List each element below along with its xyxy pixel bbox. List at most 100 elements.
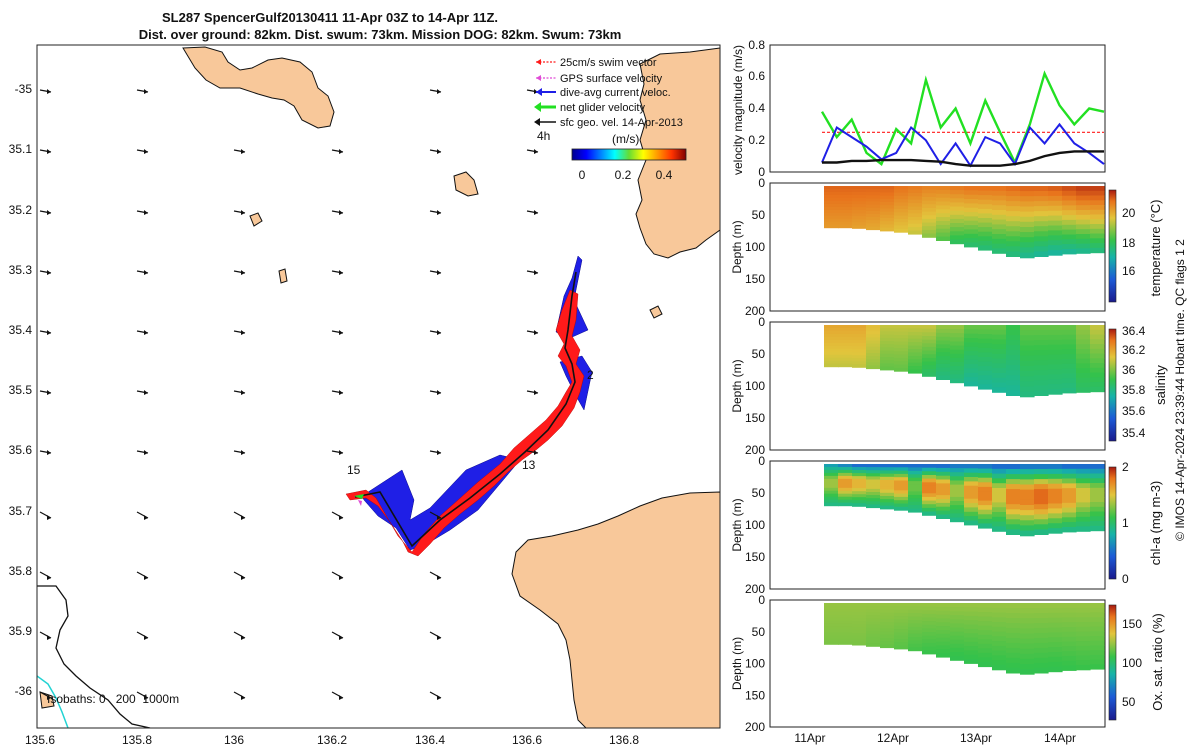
chla-cell bbox=[1076, 497, 1091, 503]
chla-cell bbox=[866, 498, 881, 502]
chla-cell bbox=[880, 476, 895, 481]
salinity-cell bbox=[922, 339, 937, 344]
oxygen-ylabel: Depth (m) bbox=[730, 637, 744, 690]
temperature-cell bbox=[1034, 251, 1049, 257]
temperature-cell bbox=[992, 248, 1007, 254]
salinity-cell bbox=[978, 375, 993, 381]
temperature-cell bbox=[1090, 243, 1105, 249]
temperature-cell bbox=[922, 215, 937, 220]
salinity-cell bbox=[1062, 344, 1077, 350]
salinity-cell bbox=[908, 325, 923, 329]
oxygen-cell bbox=[922, 646, 937, 651]
temperature-cell bbox=[1020, 227, 1035, 233]
salinity-cell bbox=[852, 355, 867, 359]
chla-cell bbox=[1090, 487, 1105, 494]
oxygen-cell bbox=[880, 628, 895, 633]
temperature-cell bbox=[866, 189, 881, 193]
salinity-cell bbox=[880, 341, 895, 345]
salinity-cell bbox=[950, 325, 965, 330]
salinity-cell bbox=[866, 346, 881, 351]
map-panel: 2 13 15 25cm/s swim vector GPS surface v… bbox=[9, 44, 721, 747]
chla-cell bbox=[866, 485, 881, 490]
temperature-cell bbox=[1020, 247, 1035, 254]
legend-sfc-label: sfc geo. vel. 14-Apr-2013 bbox=[560, 117, 683, 129]
temperature-cell bbox=[936, 236, 951, 241]
oxygen-cell bbox=[1048, 661, 1063, 668]
salinity-cell bbox=[978, 361, 993, 367]
oxygen-cell bbox=[950, 603, 965, 608]
chla-cell bbox=[824, 496, 839, 501]
temperature-cell bbox=[1076, 248, 1091, 254]
salinity-cell bbox=[1006, 360, 1021, 366]
chla-cell bbox=[838, 478, 853, 483]
oxygen-cell bbox=[922, 613, 937, 619]
temperature-cell bbox=[908, 206, 923, 211]
vel-y-tick-0.6: 0.6 bbox=[748, 69, 765, 83]
salinity-cell bbox=[950, 366, 965, 371]
temperature-cell bbox=[1034, 206, 1049, 212]
temperature-cell bbox=[964, 212, 979, 217]
sfc-geo-arrow-35 bbox=[136, 450, 149, 455]
temperature-cell bbox=[894, 189, 909, 194]
temperature-cell bbox=[894, 195, 909, 200]
temperature-cell bbox=[908, 199, 923, 204]
temperature-cell bbox=[838, 206, 853, 211]
salinity-cell bbox=[1076, 358, 1091, 364]
chla-cell bbox=[1048, 498, 1063, 505]
temperature-cell bbox=[880, 224, 895, 229]
oxygen-cell bbox=[894, 612, 909, 617]
salinity-cell bbox=[1020, 381, 1035, 387]
oxygen-cell bbox=[908, 606, 923, 611]
temperature-cell bbox=[1090, 233, 1105, 239]
temperature-cell bbox=[1062, 190, 1077, 197]
chla-cell bbox=[964, 464, 979, 469]
salinity-cell bbox=[950, 353, 965, 359]
salinity-cell bbox=[1076, 325, 1091, 331]
oxygen-cell bbox=[992, 603, 1007, 609]
chla-cell bbox=[964, 498, 979, 504]
salinity-cell bbox=[894, 348, 909, 352]
salinity-cell bbox=[992, 339, 1007, 345]
temperature-cell bbox=[852, 225, 867, 229]
chla-cell bbox=[1090, 497, 1105, 503]
chla-cell bbox=[894, 473, 909, 478]
oxygen-cell bbox=[852, 612, 867, 616]
temperature-cell bbox=[852, 216, 867, 220]
chla-cell bbox=[992, 488, 1007, 494]
chla-cell bbox=[936, 506, 951, 512]
oxygen-cell bbox=[908, 623, 923, 628]
oxygen-cell bbox=[1034, 627, 1049, 634]
temperature-cell bbox=[1076, 190, 1091, 197]
oxygen-cell bbox=[866, 636, 881, 641]
salinity-cell bbox=[950, 357, 965, 363]
salinity-cell bbox=[978, 329, 993, 335]
salinity-cell bbox=[992, 373, 1007, 379]
salinity-cell bbox=[992, 344, 1007, 350]
oxygen-cell bbox=[950, 611, 965, 616]
oxygen-cell bbox=[880, 631, 895, 636]
sfc-geo-arrow-45 bbox=[39, 571, 52, 580]
sfc-geo-arrow-46 bbox=[136, 571, 149, 580]
temperature-cell bbox=[992, 238, 1007, 245]
salinity-cell bbox=[1034, 370, 1049, 376]
salinity-cell bbox=[1006, 390, 1021, 396]
salinity-cell bbox=[824, 348, 839, 353]
salinity-cell bbox=[894, 325, 909, 329]
chla-cell bbox=[908, 505, 923, 510]
chla-cell bbox=[880, 470, 895, 475]
oxygen-cell bbox=[950, 623, 965, 629]
temperature-cell bbox=[852, 198, 867, 202]
map-frame bbox=[36, 44, 721, 729]
oxygen-cell bbox=[950, 652, 965, 657]
chla-cell bbox=[1034, 514, 1049, 520]
salinity-cell bbox=[964, 329, 979, 335]
salinity-cell bbox=[866, 325, 881, 329]
vel-y-tick-0.8: 0.8 bbox=[748, 38, 765, 52]
temperature-cell bbox=[1006, 201, 1021, 207]
chla-cell bbox=[824, 481, 839, 486]
oxygen-cell bbox=[922, 603, 937, 608]
chla-cell bbox=[1090, 468, 1105, 475]
oxygen-cell bbox=[866, 609, 881, 613]
salinity-cell bbox=[978, 379, 993, 386]
temperature-cell bbox=[838, 203, 853, 208]
